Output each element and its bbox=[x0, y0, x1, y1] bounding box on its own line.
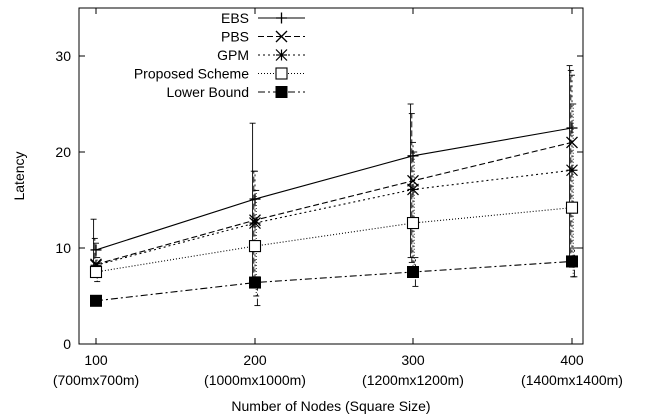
series-gpm bbox=[90, 74, 578, 287]
x-axis-label: Number of Nodes (Square Size) bbox=[231, 398, 430, 414]
series-line bbox=[95, 169, 573, 266]
legend: EBS PBS GPM Proposed Scheme Lower Bound bbox=[134, 10, 305, 100]
data-point bbox=[248, 240, 262, 253]
series-layer bbox=[89, 65, 579, 307]
legend-marker bbox=[275, 86, 288, 98]
series-lower-bound bbox=[90, 247, 578, 307]
series-line bbox=[95, 260, 573, 302]
y-axis-ticks: 0 10 20 30 bbox=[55, 48, 583, 352]
y-tick-label: 20 bbox=[55, 144, 71, 160]
legend-item: PBS bbox=[221, 29, 305, 45]
error-bar bbox=[571, 247, 578, 278]
x-tick-sublabel: (1400mx1400m) bbox=[521, 372, 623, 388]
x-tick-sublabel: (1000mx1000m) bbox=[204, 372, 306, 388]
data-point bbox=[407, 183, 419, 196]
error-bar bbox=[253, 189, 260, 297]
legend-marker bbox=[275, 49, 288, 61]
data-point bbox=[89, 265, 103, 279]
data-point bbox=[565, 201, 579, 214]
y-tick-label: 0 bbox=[63, 336, 71, 352]
x-tick-label: 100 bbox=[84, 352, 108, 368]
data-point bbox=[407, 266, 419, 278]
y-tick-label: 10 bbox=[55, 240, 71, 256]
data-point bbox=[566, 255, 578, 268]
data-point bbox=[406, 216, 420, 230]
data-point bbox=[249, 276, 261, 289]
x-tick-label: 400 bbox=[560, 352, 584, 368]
legend-item: Proposed Scheme bbox=[134, 66, 305, 82]
legend-marker bbox=[275, 67, 288, 80]
x-tick-sublabel: (700mx700m) bbox=[53, 372, 139, 388]
legend-label: Lower Bound bbox=[166, 84, 249, 100]
legend-label: Proposed Scheme bbox=[134, 66, 249, 82]
series-pbs bbox=[90, 69, 578, 283]
legend-item: EBS bbox=[221, 10, 305, 26]
legend-label: GPM bbox=[217, 47, 249, 63]
series-line bbox=[95, 141, 573, 265]
y-axis-label: Latency bbox=[11, 151, 27, 200]
legend-label: EBS bbox=[221, 10, 249, 26]
legend-item: Lower Bound bbox=[166, 84, 305, 100]
legend-marker bbox=[276, 12, 287, 24]
series-line bbox=[95, 127, 573, 251]
x-tick-label: 200 bbox=[243, 352, 267, 368]
series-line bbox=[95, 207, 573, 273]
data-point bbox=[566, 164, 578, 177]
legend-marker bbox=[275, 30, 288, 43]
x-tick-label: 300 bbox=[401, 352, 425, 368]
data-point bbox=[90, 294, 102, 307]
data-point bbox=[566, 136, 578, 149]
x-tick-sublabel: (1200mx1200m) bbox=[362, 372, 464, 388]
x-axis-ticks: 100(700mx700m)200(1000mx1000m)300(1200mx… bbox=[53, 8, 623, 388]
y-tick-label: 30 bbox=[55, 48, 71, 64]
series-ebs bbox=[90, 65, 578, 283]
data-point bbox=[249, 217, 261, 229]
error-bar bbox=[412, 257, 419, 287]
legend-label: PBS bbox=[221, 29, 249, 45]
legend-item: GPM bbox=[217, 47, 305, 63]
plot-frame bbox=[78, 7, 584, 345]
